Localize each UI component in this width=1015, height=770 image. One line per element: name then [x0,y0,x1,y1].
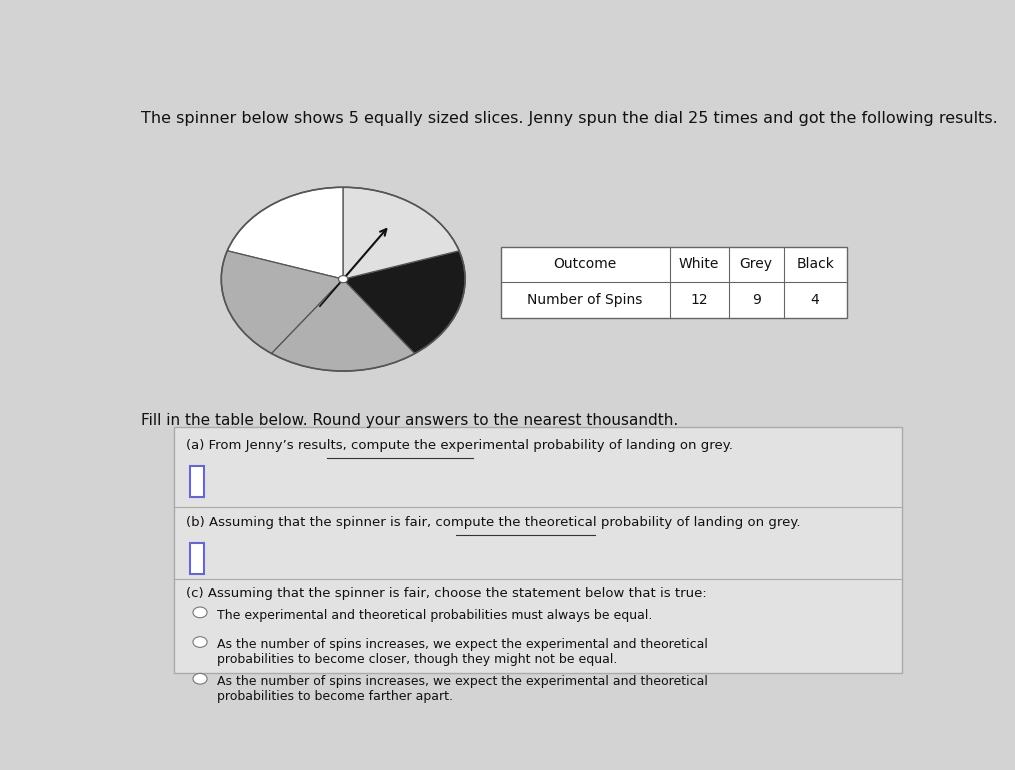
Circle shape [193,637,207,648]
Circle shape [338,276,348,283]
Bar [190,466,204,497]
Text: Grey: Grey [740,257,772,271]
Text: 12: 12 [690,293,707,307]
Text: 4: 4 [811,293,819,307]
Text: The spinner below shows 5 equally sized slices. Jenny spun the dial 25 times and: The spinner below shows 5 equally sized … [141,112,998,126]
Bar [175,427,901,674]
Text: As the number of spins increases, we expect the experimental and theoretical
pro: As the number of spins increases, we exp… [217,675,708,703]
Text: Fill in the table below. Round your answers to the nearest thousandth.: Fill in the table below. Round your answ… [141,413,678,427]
Text: (b) Assuming that the spinner is fair, compute the theoretical probability of la: (b) Assuming that the spinner is fair, c… [186,517,801,529]
Text: (c) Assuming that the spinner is fair, choose the statement below that is true:: (c) Assuming that the spinner is fair, c… [186,588,706,601]
Wedge shape [227,187,343,280]
Bar [190,543,204,574]
Text: White: White [679,257,720,271]
Text: Outcome: Outcome [553,257,617,271]
Wedge shape [272,280,415,371]
Text: (a) From Jenny’s results, compute the experimental probability of landing on gre: (a) From Jenny’s results, compute the ex… [186,439,733,452]
Text: Black: Black [796,257,834,271]
Text: The experimental and theoretical probabilities must always be equal.: The experimental and theoretical probabi… [217,609,653,622]
Wedge shape [343,251,465,353]
Text: As the number of spins increases, we expect the experimental and theoretical
pro: As the number of spins increases, we exp… [217,638,708,667]
Circle shape [193,607,207,618]
Text: 9: 9 [752,293,760,307]
Text: Number of Spins: Number of Spins [528,293,642,307]
Bar [500,246,847,318]
Circle shape [193,674,207,684]
Wedge shape [343,187,459,280]
Wedge shape [221,251,343,353]
